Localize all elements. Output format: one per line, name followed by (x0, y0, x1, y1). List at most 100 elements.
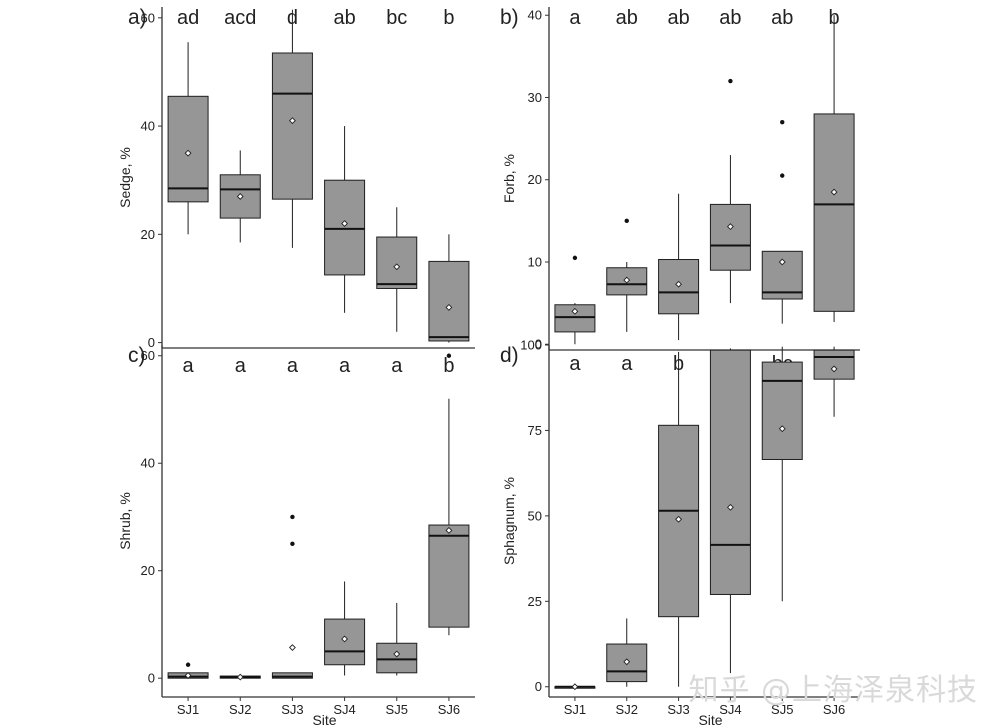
x-tick-label: SJ2 (229, 702, 251, 717)
y-tick-label: 40 (528, 8, 542, 23)
significance-letter: a (569, 353, 581, 375)
significance-letter: bc (386, 7, 407, 29)
significance-letter: acd (224, 7, 256, 29)
x-tick-label: SJ6 (438, 702, 460, 717)
mean-marker (778, 425, 786, 433)
box-group-sj6 (428, 353, 470, 636)
box-iqr (428, 260, 470, 342)
mean-marker (236, 673, 244, 681)
y-tick-label: 75 (528, 423, 542, 438)
significance-letter: b (443, 7, 454, 29)
box-group-sj4 (324, 126, 366, 313)
y-tick-label: 20 (141, 563, 155, 578)
box-group-sj2 (606, 618, 648, 687)
y-tick-label: 40 (141, 119, 155, 134)
box-group-sj4 (709, 78, 751, 304)
panel-label: b) (500, 6, 519, 29)
mean-marker (341, 220, 349, 227)
box-group-sj5 (761, 119, 803, 324)
box-iqr (709, 349, 751, 595)
box-iqr (813, 113, 855, 312)
significance-letter: a (235, 355, 247, 377)
box-iqr (761, 361, 803, 460)
outlier-point (780, 173, 785, 178)
outlier-point (290, 541, 295, 547)
significance-letter: ab (771, 7, 793, 29)
mean-marker (571, 307, 579, 315)
box-group-sj5 (376, 207, 418, 332)
y-tick-label: 20 (528, 172, 542, 187)
y-tick-label: 60 (141, 348, 155, 363)
mean-marker (236, 193, 244, 200)
box-group-sj6 (813, 346, 855, 417)
mean-marker (393, 263, 401, 271)
y-axis-label: Shrub, % (117, 492, 133, 550)
y-tick-label: 10 (528, 254, 542, 269)
mean-marker (675, 515, 683, 523)
mean-marker (393, 650, 401, 658)
box-group-sj3 (271, 514, 313, 679)
y-tick-label: 40 (141, 456, 155, 471)
x-tick-label: SJ5 (771, 702, 793, 717)
y-tick-label: 50 (528, 508, 542, 523)
box-group-sj1 (167, 662, 209, 679)
significance-letter: a (183, 355, 195, 377)
y-tick-label: 0 (535, 679, 542, 694)
mean-marker (288, 644, 296, 651)
y-tick-label: 20 (141, 227, 155, 242)
significance-letter: a (569, 7, 581, 29)
box-group-sj1 (554, 255, 596, 345)
box-group-sj3 (271, 9, 313, 248)
mean-marker (571, 683, 579, 691)
panel-label: a) (128, 6, 147, 29)
box-iqr (324, 179, 366, 276)
x-tick-label: SJ6 (823, 702, 845, 717)
significance-letter: ab (333, 7, 355, 29)
mean-marker (184, 672, 192, 679)
outlier-point (780, 119, 785, 125)
mean-marker (445, 303, 453, 311)
box-iqr (813, 349, 855, 380)
mean-marker (184, 149, 192, 157)
mean-marker (445, 526, 453, 534)
significance-letter: b (443, 355, 454, 377)
y-tick-label: 25 (528, 594, 542, 609)
mean-marker (778, 258, 786, 266)
outlier-point (728, 78, 733, 84)
box-group-sj2 (219, 673, 261, 681)
y-tick-label: 100 (520, 338, 542, 353)
y-tick-label: 0 (148, 335, 155, 350)
box-group-sj1 (554, 683, 596, 691)
y-axis-label: Sedge, % (117, 147, 133, 208)
x-axis-label: Site (698, 712, 722, 727)
significance-letter: a (621, 353, 633, 375)
x-tick-label: SJ5 (386, 702, 408, 717)
y-tick-label: 0 (535, 337, 542, 352)
significance-letter: a (391, 355, 403, 377)
panel-label: d) (500, 344, 519, 367)
significance-letter: ab (719, 7, 741, 29)
mean-marker (341, 635, 349, 643)
mean-marker (675, 280, 683, 288)
box-group-sj2 (606, 218, 648, 332)
y-axis-label: Sphagnum, % (501, 477, 517, 565)
box-group-sj5 (376, 602, 418, 676)
mean-marker (726, 223, 734, 231)
box-group-sj4 (709, 348, 751, 674)
x-tick-label: SJ4 (719, 702, 741, 717)
box-iqr (167, 95, 209, 203)
mean-marker (830, 188, 838, 196)
significance-letter: ab (616, 7, 638, 29)
box-iqr (709, 203, 751, 271)
outlier-point (624, 218, 629, 224)
box-group-sj6 (428, 234, 470, 343)
box-group-sj3 (658, 351, 700, 687)
box-group-sj2 (219, 150, 261, 243)
x-tick-label: SJ1 (177, 702, 199, 717)
box-group-sj6 (813, 15, 855, 323)
outlier-point (185, 662, 191, 667)
y-axis-label: Forb, % (501, 154, 517, 203)
box-group-sj4 (324, 581, 366, 676)
panel-label: c) (128, 344, 146, 367)
